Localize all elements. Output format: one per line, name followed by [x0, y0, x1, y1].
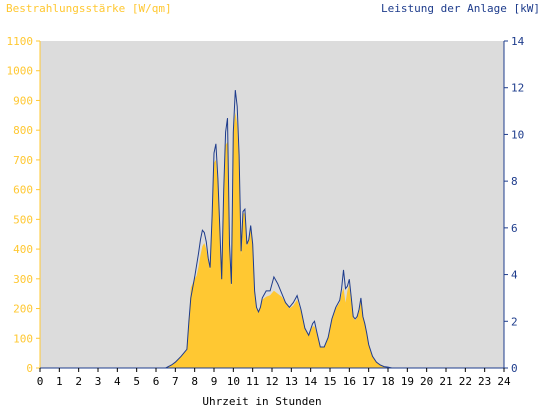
x-tick-label: 22	[459, 375, 472, 388]
x-tick-label: 6	[153, 375, 160, 388]
left-y-tick-label: 1000	[7, 65, 34, 78]
left-y-tick-label: 400	[13, 243, 33, 256]
x-tick-label: 8	[191, 375, 198, 388]
right-y-tick-label: 12	[511, 82, 524, 95]
right-y-tick-label: 8	[511, 175, 518, 188]
ticks-layer: 0100200300400500600700800900100011000246…	[7, 35, 525, 388]
left-y-tick-label: 200	[13, 303, 33, 316]
left-y-tick-label: 600	[13, 184, 33, 197]
x-tick-label: 1	[56, 375, 63, 388]
left-y-tick-label: 100	[13, 332, 33, 345]
irradiance-area-series	[40, 112, 504, 368]
x-tick-label: 19	[401, 375, 414, 388]
x-tick-label: 4	[114, 375, 121, 388]
left-y-tick-label: 500	[13, 213, 33, 226]
left-axis-title: Bestrahlungsstärke [W/qm]	[6, 2, 172, 15]
right-y-tick-label: 14	[511, 35, 525, 48]
x-tick-label: 5	[133, 375, 140, 388]
x-tick-label: 21	[439, 375, 452, 388]
x-axis-title: Uhrzeit in Stunden	[202, 395, 321, 408]
x-tick-label: 7	[172, 375, 179, 388]
right-y-tick-label: 0	[511, 362, 518, 375]
x-tick-label: 3	[95, 375, 102, 388]
x-tick-label: 10	[227, 375, 240, 388]
x-tick-label: 11	[246, 375, 259, 388]
x-tick-label: 20	[420, 375, 433, 388]
right-y-tick-label: 2	[511, 315, 518, 328]
left-y-tick-label: 900	[13, 94, 33, 107]
left-y-tick-label: 300	[13, 273, 33, 286]
x-tick-label: 16	[343, 375, 356, 388]
irradiance-area-layer	[40, 112, 504, 368]
power-line-series	[40, 90, 504, 369]
x-tick-label: 17	[362, 375, 375, 388]
x-tick-label: 12	[265, 375, 278, 388]
left-y-tick-label: 1100	[7, 35, 34, 48]
x-tick-label: 0	[37, 375, 44, 388]
x-tick-label: 14	[304, 375, 318, 388]
right-y-tick-label: 10	[511, 128, 524, 141]
left-y-tick-label: 800	[13, 124, 33, 137]
power-line-layer	[40, 90, 504, 369]
right-y-tick-label: 6	[511, 222, 518, 235]
right-axis-title: Leistung der Anlage [kW]	[381, 2, 540, 15]
x-tick-label: 2	[75, 375, 82, 388]
left-y-tick-label: 0	[26, 362, 33, 375]
x-tick-label: 9	[211, 375, 218, 388]
left-y-tick-label: 700	[13, 154, 33, 167]
x-tick-label: 13	[285, 375, 298, 388]
x-tick-label: 15	[323, 375, 336, 388]
right-y-tick-label: 4	[511, 269, 518, 282]
x-tick-label: 24	[497, 375, 511, 388]
x-tick-label: 23	[478, 375, 491, 388]
x-tick-label: 18	[381, 375, 394, 388]
